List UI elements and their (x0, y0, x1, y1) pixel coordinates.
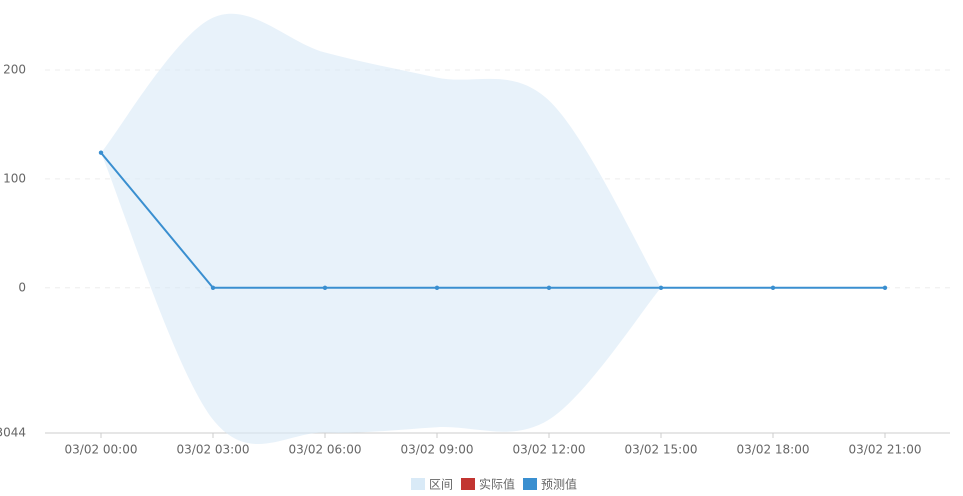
x-tick-label: 03/02 15:00 (625, 443, 698, 457)
x-tick-label: 03/02 09:00 (401, 443, 474, 457)
legend-label: 区间 (429, 478, 453, 492)
point (434, 285, 440, 290)
legend-swatch (461, 478, 475, 490)
point (546, 285, 552, 290)
point (770, 285, 776, 290)
legend-label: 实际值 (479, 477, 515, 492)
y-tick-label: 100 (3, 171, 26, 185)
point (882, 285, 888, 290)
x-tick-label: 03/02 12:00 (513, 443, 586, 457)
legend-swatch (411, 478, 425, 490)
point (210, 285, 216, 290)
x-tick-label: 03/02 00:00 (65, 443, 138, 457)
x-tick-label: 03/02 18:00 (737, 443, 810, 457)
legend-swatch (523, 478, 537, 490)
y-tick-label: 200 (3, 62, 26, 76)
series-line (100, 152, 885, 289)
point (658, 285, 664, 290)
y-tick-label: -133.3044 (0, 426, 26, 440)
x-tick-label: 03/02 03:00 (177, 443, 250, 457)
y-tick-label: 0 (18, 280, 26, 294)
point (322, 285, 328, 290)
x-tick-label: 03/02 21:00 (849, 443, 922, 457)
x-tick-label: 03/02 06:00 (289, 443, 362, 457)
legend-label: 预测值 (541, 477, 577, 492)
band-area (101, 13, 661, 444)
point (98, 150, 104, 155)
